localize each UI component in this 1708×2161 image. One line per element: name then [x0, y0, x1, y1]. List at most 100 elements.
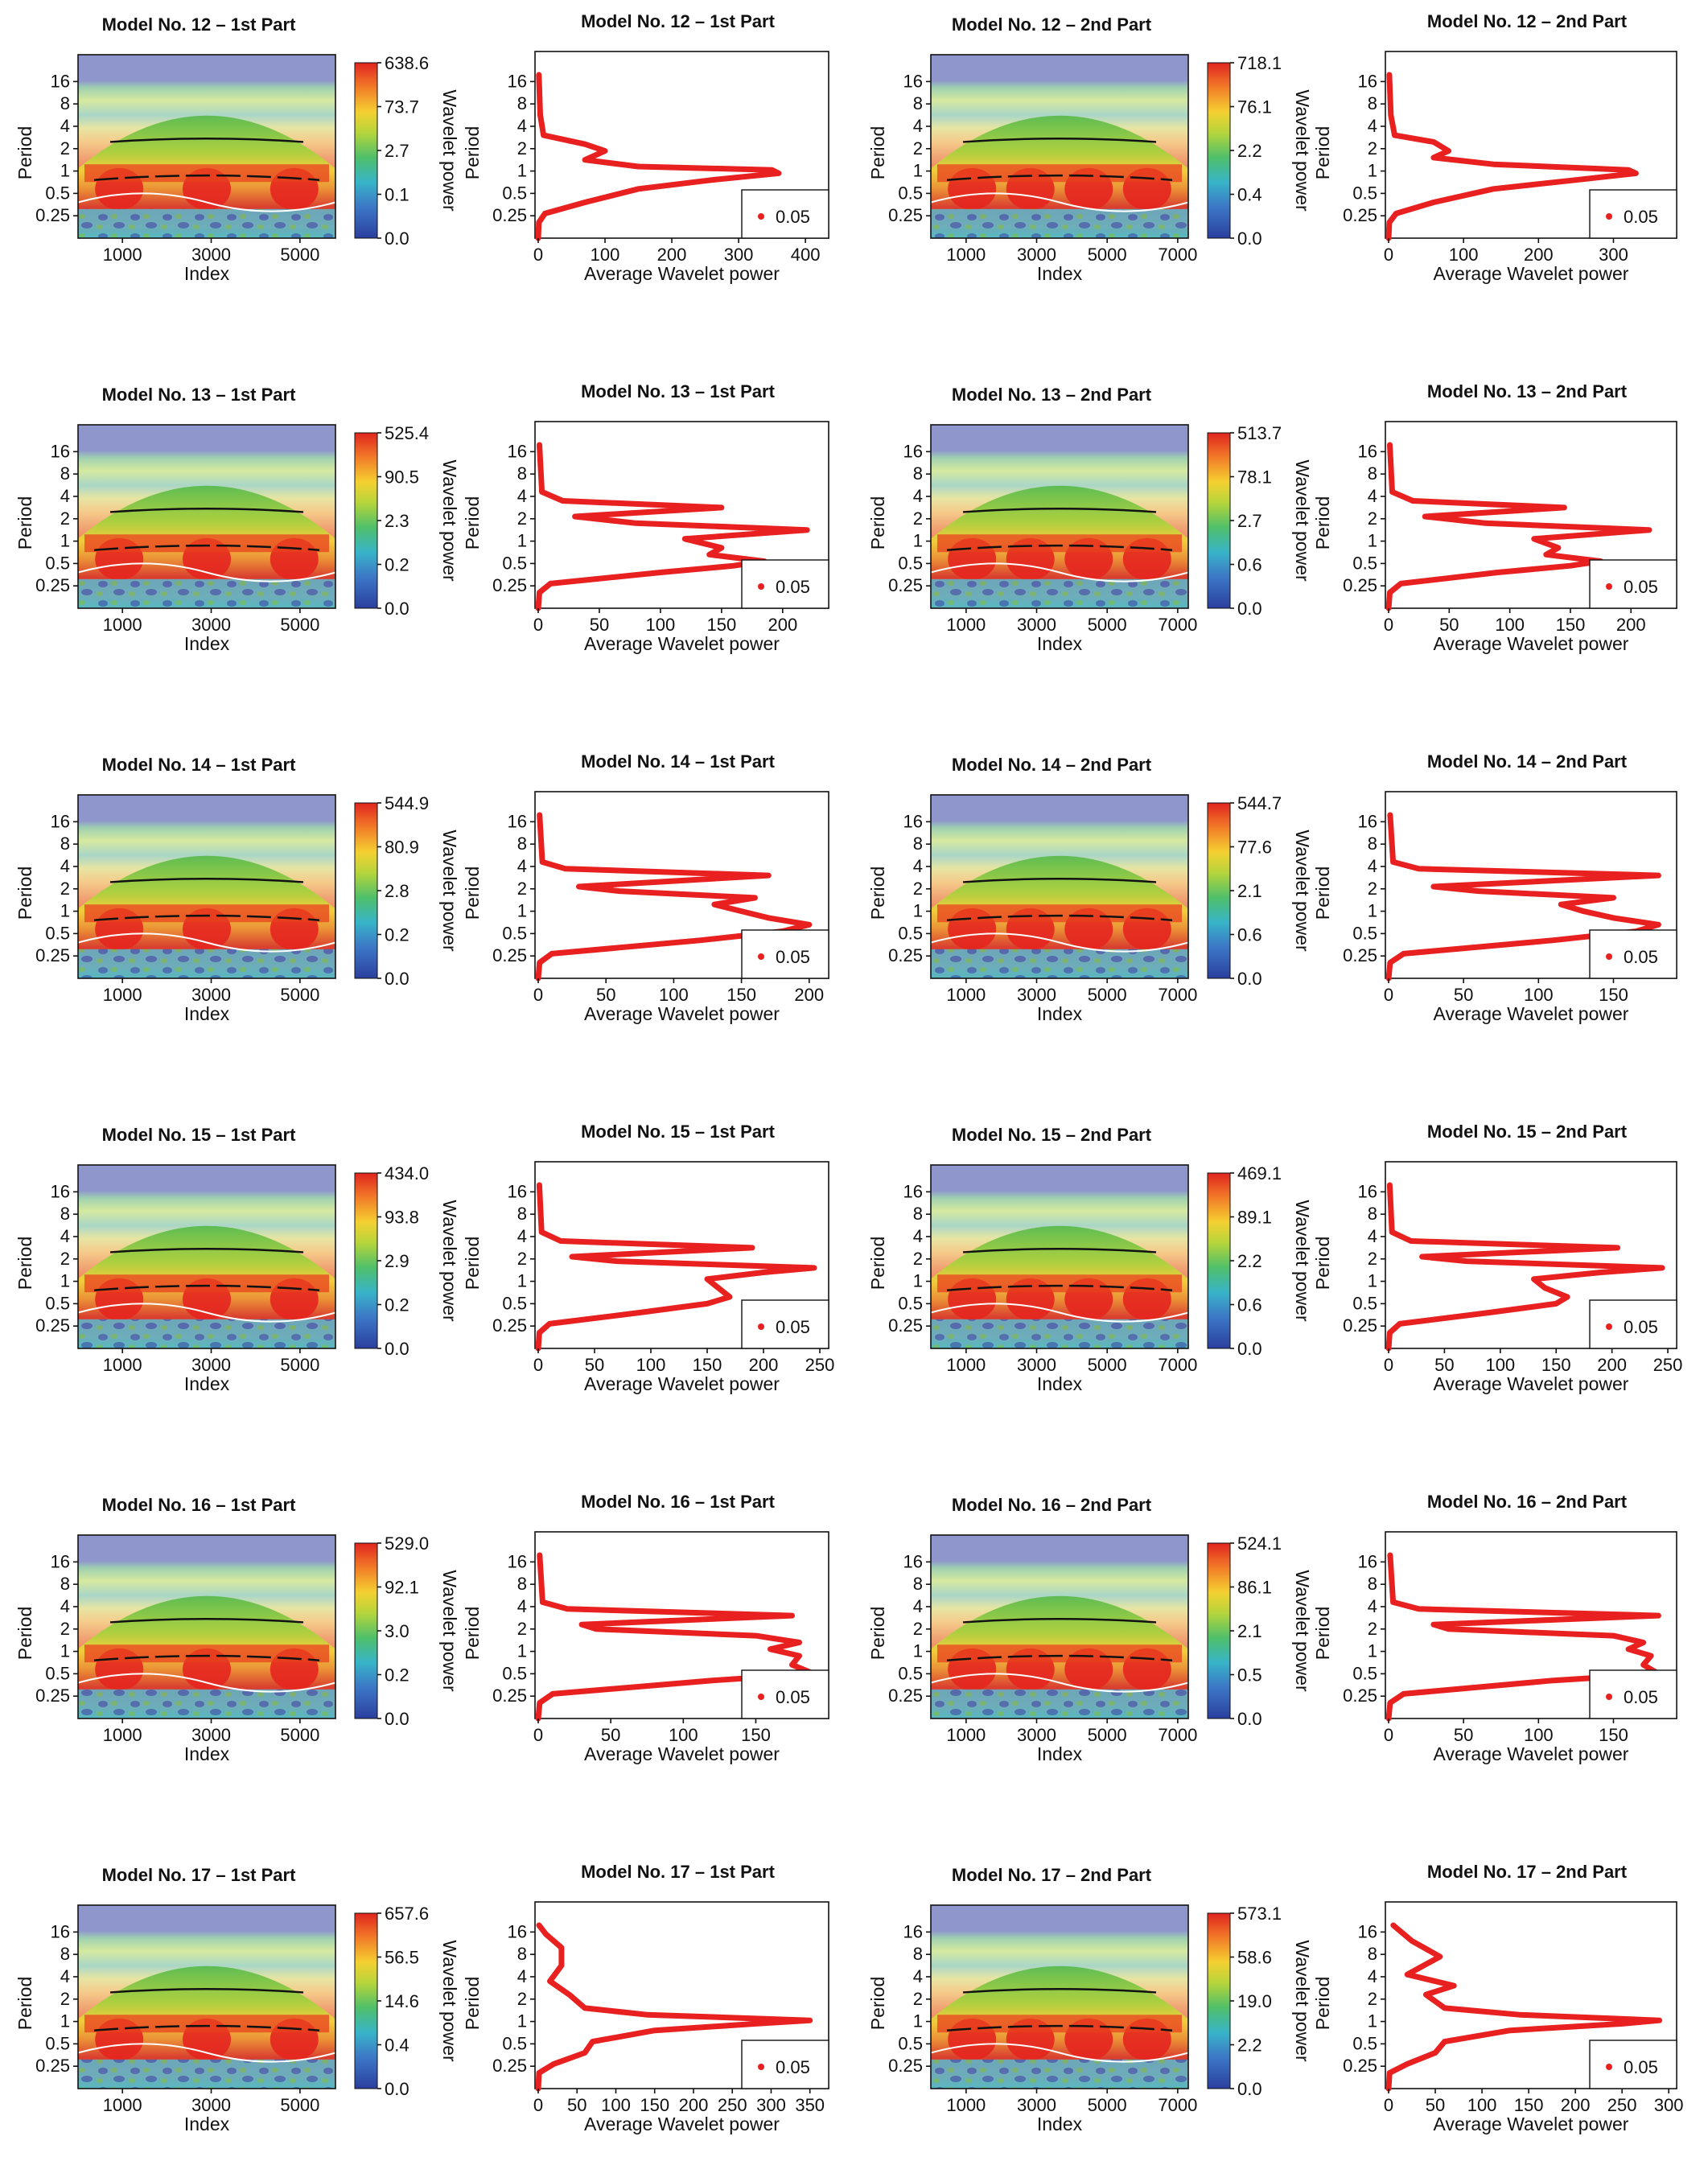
colorbar-tick-label: 2.2	[1237, 2035, 1262, 2056]
x-tick-label: 7000	[1158, 985, 1197, 1005]
scalogram-frame	[930, 54, 1189, 239]
x-tick-label: 50	[1454, 985, 1473, 1005]
colorbar-gradient	[354, 1912, 378, 2089]
y-tick-label: 0.5	[502, 183, 527, 203]
y-tick-label: 16	[903, 71, 923, 91]
y-tick-label: 4	[913, 116, 923, 136]
colorbar-tick-label: 529.0	[385, 1533, 429, 1554]
y-tick-label: 1	[913, 1641, 923, 1661]
scalogram-plot: 168 42 10.50.25 Period 1000 3000 5000 Index	[14, 54, 336, 284]
x-tick-label: 50	[1426, 2095, 1445, 2115]
y-tick-label: 2	[517, 1249, 527, 1269]
colorbar-label: Wavelet power	[439, 829, 460, 952]
x-tick-label: 0	[1384, 1355, 1393, 1375]
colorbar-tick-label: 56.5	[385, 1948, 419, 1968]
legend-label: 0.05	[776, 1317, 810, 1337]
y-tick-label: 4	[1368, 1226, 1377, 1246]
y-axis-label: Period	[14, 126, 35, 179]
y-tick-label: 4	[517, 1226, 527, 1246]
colorbar-tick-label: 80.9	[385, 838, 419, 858]
scalogram-title: Model No. 15 – 1st Part	[102, 1125, 297, 1145]
colorbar-tick-label: 0.0	[385, 599, 410, 619]
power-band	[937, 1644, 1182, 1663]
x-tick-label: 50	[596, 985, 615, 1005]
legend-label: 0.05	[1624, 577, 1658, 597]
y-tick-label: 0.5	[1352, 183, 1377, 203]
avg-power-title: Model No. 17 – 2nd Part	[1427, 1862, 1628, 1882]
colorbar-tick-label: 469.1	[1237, 1163, 1282, 1183]
y-tick-label: 0.25	[492, 575, 527, 595]
legend-box	[1589, 929, 1677, 979]
colorbar-label: Wavelet power	[439, 89, 460, 212]
ridge-line	[946, 914, 1173, 921]
avg-power-frame	[534, 1161, 829, 1349]
y-tick-label: 2	[60, 138, 70, 158]
y-tick-label: 0.25	[1343, 2056, 1377, 2076]
panel-model-13-part-1: Model No. 13 – 1st Part1684210.50.25Peri…	[14, 381, 829, 654]
x-tick-label: 250	[1607, 2095, 1637, 2115]
y-tick-label: 4	[60, 1226, 70, 1246]
power-band	[84, 904, 329, 923]
x-axis-label: Index	[184, 1743, 230, 1764]
y-tick-label: 1	[1368, 1641, 1377, 1661]
y-tick-label: 0.5	[898, 1663, 923, 1683]
x-tick-label: 1000	[103, 245, 142, 265]
x-tick-label: 250	[805, 1355, 835, 1375]
x-axis-label: Index	[1037, 633, 1083, 654]
x-axis-label: Index	[1037, 1373, 1083, 1394]
coi-contour	[77, 1303, 336, 1323]
legend-marker	[758, 2064, 764, 2070]
x-tick-label: 0	[1384, 1725, 1393, 1745]
colorbar-tick-label: 0.0	[1237, 599, 1262, 619]
y-axis-label: Period	[1312, 496, 1333, 550]
colorbar-tick-label: 2.3	[385, 511, 410, 531]
legend-box	[741, 929, 829, 979]
y-axis-label: Period	[462, 496, 483, 550]
panel-model-17-part-2: Model No. 17 – 2nd Part1684210.50.25Peri…	[867, 1862, 1684, 2134]
x-tick-label: 5000	[1088, 1725, 1127, 1745]
y-tick-label: 0.25	[492, 945, 527, 965]
noise-region	[78, 949, 335, 978]
scalogram-frame	[77, 794, 336, 979]
y-tick-label: 16	[51, 1921, 70, 1941]
y-tick-label: 16	[508, 441, 527, 461]
legend-label: 0.05	[1624, 1317, 1658, 1337]
scalogram-frame	[930, 1534, 1189, 1719]
x-tick-label: 1000	[946, 985, 986, 1005]
y-tick-label: 2	[1368, 1619, 1377, 1639]
y-tick-label: 0.25	[1343, 945, 1377, 965]
scalogram-plot: 16 84 210.50.25 Period 1000 3000 5000 7000 Index	[867, 794, 1197, 1024]
x-tick-label: 7000	[1158, 1355, 1197, 1375]
avg-power-title: Model No. 14 – 1st Part	[581, 751, 776, 772]
y-tick-label: 2	[1368, 508, 1377, 529]
y-tick-label: 8	[60, 463, 70, 484]
x-tick-label: 5000	[280, 1355, 319, 1375]
y-tick-label: 8	[517, 834, 527, 854]
legend-label: 0.05	[776, 1687, 810, 1707]
colorbar-label: Wavelet power	[1292, 89, 1313, 212]
y-tick-label: 4	[1368, 1966, 1377, 1986]
y-axis-label: Period	[14, 1977, 35, 2030]
y-tick-label: 1	[1368, 531, 1377, 551]
colorbar-tick-label: 0.2	[385, 1295, 410, 1315]
y-tick-label: 1	[60, 1271, 70, 1291]
scalogram-frame	[77, 1534, 336, 1719]
colorbar: 469.1 89.1 2.2 0.6 0.0 Wavelet power	[1207, 1163, 1313, 1359]
colorbar-gradient	[354, 1542, 378, 1719]
x-axis-label: Index	[1037, 263, 1083, 284]
y-tick-label: 16	[903, 1181, 923, 1201]
y-tick-label: 0.5	[45, 923, 70, 943]
y-tick-label: 16	[903, 1921, 923, 1941]
y-tick-label: 0.25	[35, 1315, 70, 1336]
x-tick-label: 5000	[1088, 1355, 1127, 1375]
x-tick-label: 200	[1616, 615, 1646, 635]
x-axis-label: Index	[184, 263, 230, 284]
y-tick-label: 4	[913, 486, 923, 506]
y-tick-label: 16	[1358, 1181, 1377, 1201]
scalogram-frame	[930, 424, 1189, 609]
avg-power-curve	[535, 72, 782, 241]
x-axis-label: Average Wavelet power	[584, 1743, 780, 1764]
significance-contour	[109, 1248, 304, 1253]
colorbar-tick-label: 93.8	[385, 1208, 419, 1228]
y-tick-label: 8	[60, 1204, 70, 1224]
